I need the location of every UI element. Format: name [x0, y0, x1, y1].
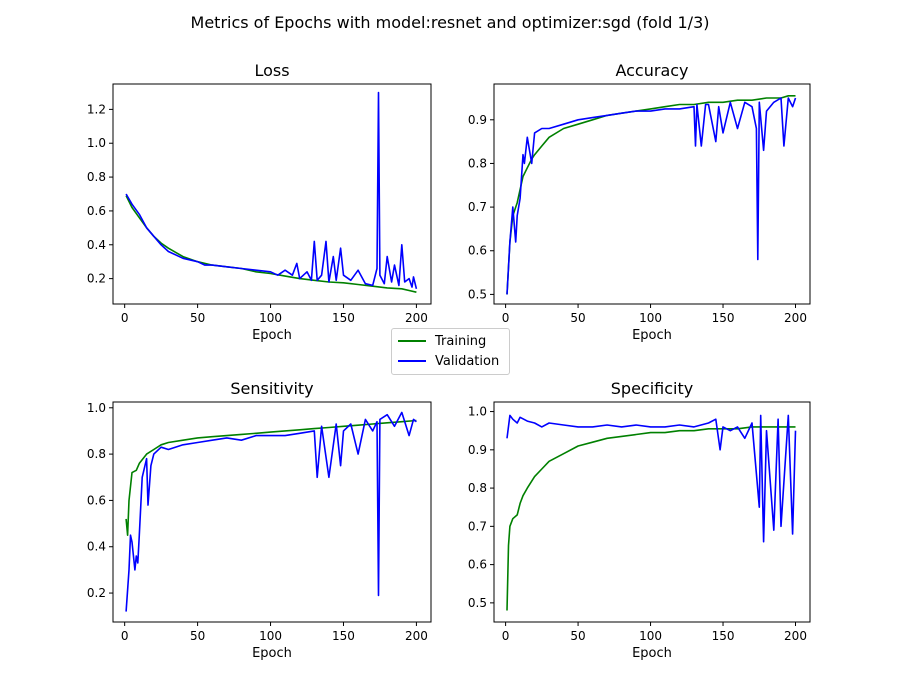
sensitivity-xtick-label: 150 [332, 629, 355, 643]
sensitivity-xtick-label: 50 [190, 629, 205, 643]
accuracy-ytick-label: 0.6 [468, 244, 487, 258]
sensitivity-title: Sensitivity [230, 379, 313, 398]
validation-legend-swatch [398, 360, 426, 362]
loss-ytick-label: 0.4 [87, 238, 106, 252]
legend-item-training: Training [398, 332, 486, 350]
sensitivity-ytick-label: 0.2 [87, 586, 106, 600]
training-legend-swatch [398, 340, 426, 342]
specificity-xtick-label: 0 [502, 629, 510, 643]
sensitivity-xtick-label: 200 [405, 629, 428, 643]
accuracy-xtick-label: 0 [502, 311, 510, 325]
specificity-axes-frame [493, 401, 811, 623]
sensitivity-ytick-label: 0.4 [87, 540, 106, 554]
loss-training-line [125, 195, 417, 293]
accuracy-xtick-label: 200 [784, 311, 807, 325]
legend-item-validation: Validation [398, 352, 499, 370]
loss-xtick-label: 200 [405, 311, 428, 325]
specificity-xtick-label: 50 [570, 629, 585, 643]
loss-ytick-label: 0.2 [87, 272, 106, 286]
accuracy-ytick-label: 0.5 [468, 287, 487, 301]
specificity-xtick-label: 150 [712, 629, 735, 643]
loss-axes-frame [112, 83, 432, 305]
sensitivity-validation-line [125, 411, 417, 612]
loss-xtick-label: 50 [190, 311, 205, 325]
figure-title: Metrics of Epochs with model:resnet and … [191, 13, 710, 32]
legend-label-validation: Validation [435, 353, 500, 369]
sensitivity-ytick-label: 1.0 [87, 401, 106, 415]
loss-title: Loss [254, 61, 289, 80]
sensitivity-training-line [125, 419, 417, 537]
specificity-xlabel: Epoch [632, 646, 672, 661]
specificity-ytick-label: 0.6 [468, 558, 487, 572]
accuracy-xlabel: Epoch [632, 328, 672, 343]
loss-subplot: Loss 0 50 100 150 200 0.2 0.4 0.6 0.8 1.0 1.2 Epoch [87, 61, 432, 343]
accuracy-ytick-label: 0.8 [468, 156, 487, 170]
accuracy-ytick-label: 0.7 [468, 200, 487, 214]
accuracy-title: Accuracy [615, 61, 688, 80]
accuracy-training-line [506, 95, 796, 295]
accuracy-xtick-label: 150 [712, 311, 735, 325]
specificity-subplot: Specificity 0 50 100 150 200 0.5 0.6 0.7 0.8 0.9 1.… [468, 379, 811, 661]
loss-xtick-label: 150 [332, 311, 355, 325]
sensitivity-xtick-label: 100 [259, 629, 282, 643]
sensitivity-ytick-label: 0.8 [87, 447, 106, 461]
specificity-ytick-label: 0.8 [468, 481, 487, 495]
loss-ytick-label: 1.0 [87, 136, 106, 150]
specificity-validation-line [506, 414, 797, 543]
specificity-ytick-label: 0.9 [468, 443, 487, 457]
accuracy-xtick-label: 100 [639, 311, 662, 325]
loss-xlabel: Epoch [252, 328, 292, 343]
sensitivity-subplot: Sensitivity 0 50 100 150 200 0.2 0.4 0.6 0.8 1.0 Ep… [87, 379, 432, 661]
accuracy-axes-frame [493, 83, 811, 305]
loss-validation-line [125, 91, 418, 289]
legend-label-training: Training [435, 333, 487, 349]
loss-xtick-label: 100 [259, 311, 282, 325]
sensitivity-axes-frame [112, 401, 432, 623]
specificity-training-line [506, 426, 796, 611]
loss-ytick-label: 0.6 [87, 204, 106, 218]
sensitivity-xlabel: Epoch [252, 646, 292, 661]
specificity-ytick-label: 1.0 [468, 405, 487, 419]
accuracy-validation-line [506, 97, 797, 295]
legend: Training Validation [391, 328, 510, 375]
accuracy-subplot: Accuracy 0 50 100 150 200 0.5 0.6 0.7 0.8 0.9 Epoch [468, 61, 811, 343]
loss-ytick-label: 1.2 [87, 102, 106, 116]
specificity-ytick-label: 0.5 [468, 596, 487, 610]
accuracy-xtick-label: 50 [570, 311, 585, 325]
specificity-xtick-label: 200 [784, 629, 807, 643]
sensitivity-xtick-label: 0 [121, 629, 129, 643]
sensitivity-ytick-label: 0.6 [87, 493, 106, 507]
loss-ytick-label: 0.8 [87, 170, 106, 184]
specificity-xtick-label: 100 [639, 629, 662, 643]
loss-xtick-label: 0 [121, 311, 129, 325]
accuracy-ytick-label: 0.9 [468, 113, 487, 127]
specificity-ytick-label: 0.7 [468, 519, 487, 533]
specificity-title: Specificity [611, 379, 693, 398]
